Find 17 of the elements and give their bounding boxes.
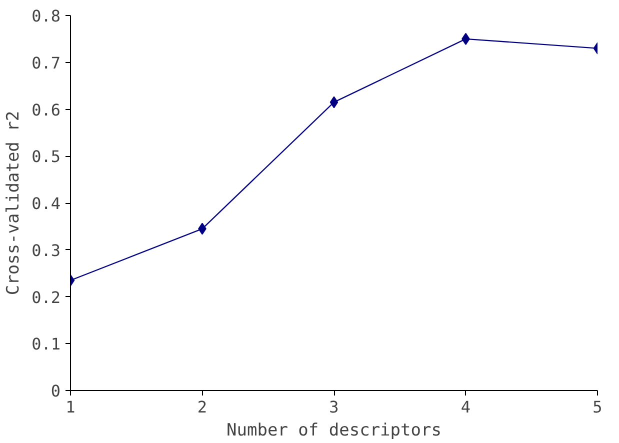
y-tick-label: 0.6 (32, 100, 61, 120)
x-tick-label: 2 (197, 398, 208, 416)
y-tick-label: 0.5 (32, 147, 61, 166)
x-tick-label: 4 (460, 398, 471, 416)
y-axis-title: Cross-validated r2 (4, 110, 24, 296)
x-axis-title: Number of descriptors (226, 420, 442, 440)
point (330, 96, 338, 108)
y-tick-label: 0.7 (32, 53, 61, 72)
y-tick-label: 0.1 (32, 334, 61, 354)
y-tick-label: 0.3 (32, 240, 61, 260)
y-tick-label: 0.2 (32, 288, 61, 307)
y-tick-label: 0 (50, 382, 61, 400)
x-tick-label: 5 (592, 398, 602, 416)
y-tick-label: 0.4 (32, 194, 61, 213)
y-tick-label: 0.8 (32, 6, 61, 26)
x-tick-label: 3 (329, 398, 339, 416)
x-tick-label: 1 (66, 398, 76, 416)
